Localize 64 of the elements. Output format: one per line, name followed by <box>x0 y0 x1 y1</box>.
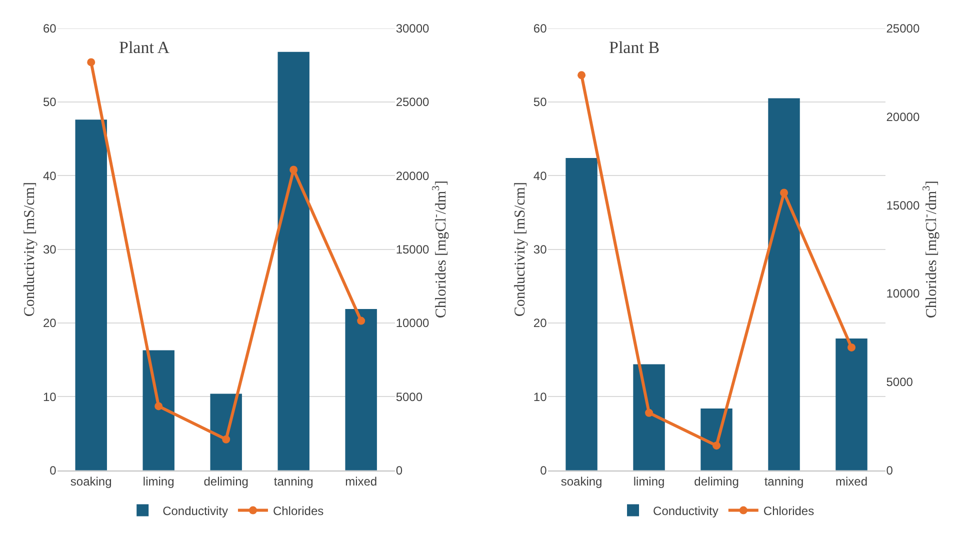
text: Plant B <box>609 38 660 57</box>
point <box>357 316 366 325</box>
bar <box>836 338 868 470</box>
x-tick-label: soaking <box>560 474 602 489</box>
y-tick-label: 40 <box>43 168 57 183</box>
x-tick-label: liming <box>633 474 665 489</box>
x-tick-label: liming <box>142 474 174 489</box>
y2-tick-label: 20000 <box>886 110 920 124</box>
bar <box>566 158 598 470</box>
point <box>87 58 96 66</box>
point <box>848 343 856 352</box>
y2-tick-label: 25000 <box>396 95 430 110</box>
bar <box>345 308 377 470</box>
x-tick-label: deliming <box>694 474 739 489</box>
y-tick-label: 10 <box>43 390 57 404</box>
bar <box>75 120 107 470</box>
bar <box>210 394 242 470</box>
x-tick-label: tanning <box>764 474 804 489</box>
legend-label: Chlorides <box>272 504 324 518</box>
y-tick-label: 50 <box>43 95 57 110</box>
y2-tick-label: 5000 <box>396 390 423 404</box>
y-axis-title: Conductivity [mS/cm] <box>512 182 529 317</box>
point <box>780 188 788 197</box>
y-tick-label: 20 <box>43 316 57 330</box>
legend-label: Conductivity <box>162 504 228 518</box>
point <box>154 402 163 410</box>
point <box>290 166 298 174</box>
y2-tick-label: 25000 <box>886 22 920 36</box>
bar <box>768 98 800 470</box>
x-tick-label: mixed <box>345 474 378 489</box>
y2-tick-label: 5000 <box>886 375 914 390</box>
y-tick-label: 10 <box>533 390 548 404</box>
y-tick-label: 0 <box>50 464 57 478</box>
y2-tick-label: 0 <box>886 464 894 478</box>
x-tick-label: deliming <box>204 474 248 489</box>
y-tick-label: 50 <box>533 95 548 110</box>
point <box>712 442 721 450</box>
x-tick-label: mixed <box>836 474 868 489</box>
point <box>578 71 586 80</box>
y-tick-label: 0 <box>540 464 548 478</box>
y-tick-label: 30 <box>533 242 548 257</box>
y2-tick-label: 15000 <box>886 198 920 212</box>
y-tick-label: 60 <box>533 22 548 36</box>
y2-tick-label: 30000 <box>396 22 430 36</box>
y-tick-label: 60 <box>43 22 57 36</box>
point <box>222 435 230 444</box>
y2-tick-label: 10000 <box>886 286 920 301</box>
x-tick-label: soaking <box>70 474 112 489</box>
bar <box>633 364 665 470</box>
bar <box>142 350 174 470</box>
text: Plant A <box>119 38 170 57</box>
y2-tick-label: 15000 <box>396 242 430 257</box>
y-tick-label: 40 <box>533 168 548 183</box>
point <box>645 408 654 417</box>
x-tick-label: tanning <box>274 474 314 489</box>
legend-label: Chlorides <box>763 504 814 518</box>
y2-tick-label: 10000 <box>396 316 430 330</box>
y-tick-label: 30 <box>43 242 57 257</box>
y2-tick-label: 0 <box>396 464 403 478</box>
y-axis-title: Conductivity [mS/cm] <box>22 182 38 317</box>
y-tick-label: 20 <box>533 316 548 330</box>
bar <box>278 52 310 470</box>
legend-label: Conductivity <box>653 504 718 518</box>
y2-tick-label: 20000 <box>396 168 430 183</box>
